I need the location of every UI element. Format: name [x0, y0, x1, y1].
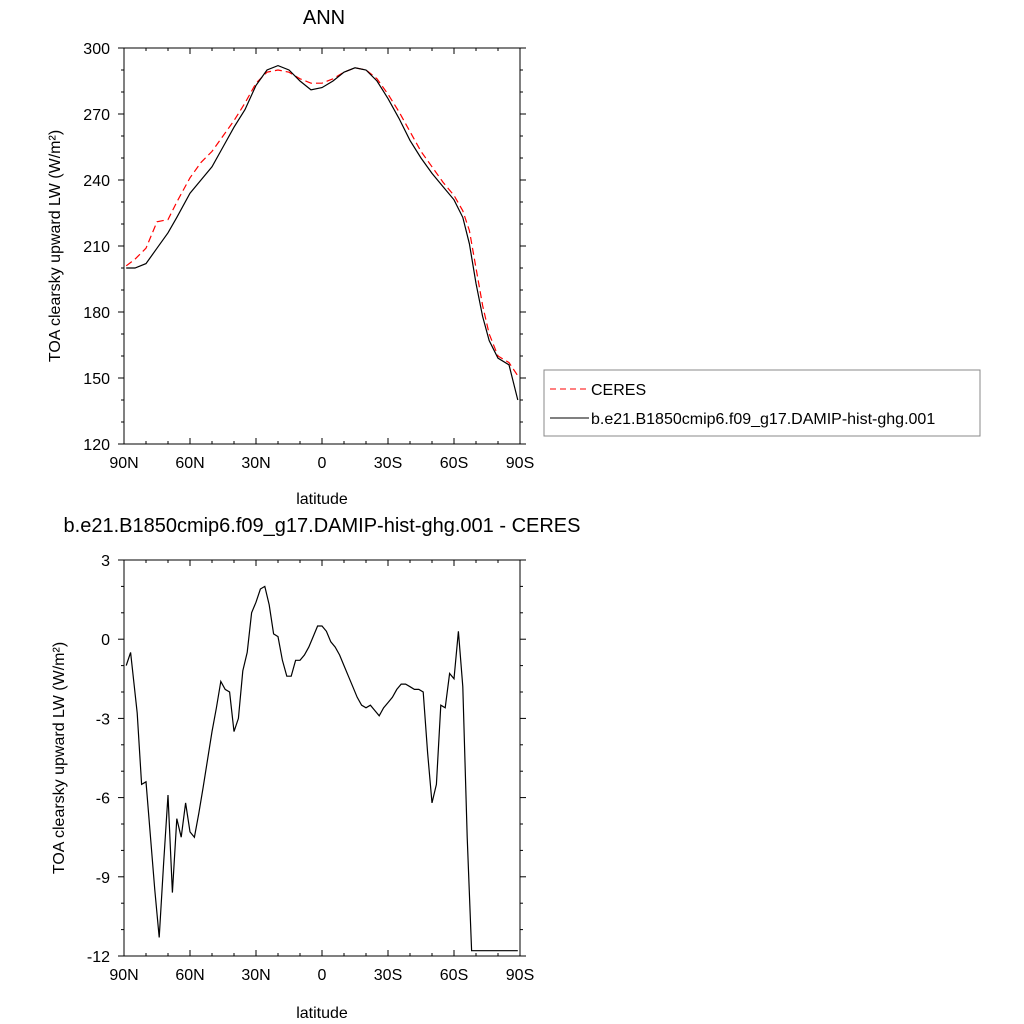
top-series-line-0 — [125, 67, 519, 377]
bottom-x-axis-label: latitude — [296, 1005, 348, 1022]
top-x-tick-label: 60N — [175, 455, 204, 472]
bottom-y-tick-label: -3 — [96, 711, 110, 728]
top-y-tick-label: 270 — [83, 107, 110, 124]
top-chart-title: ANN — [303, 7, 345, 29]
bottom-series-line-0 — [125, 585, 518, 952]
bottom-x-tick-label: 30S — [374, 967, 402, 984]
bottom-x-tick-label: 90N — [109, 967, 138, 984]
top-plot-frame — [123, 47, 521, 445]
bottom-x-tick-label: 60S — [440, 967, 468, 984]
top-y-axis-label: TOA clearsky upward LW (W/m²) — [47, 130, 64, 362]
top-series-line-1 — [126, 64, 519, 401]
bottom-x-tick-label: 0 — [318, 967, 327, 984]
top-panel: ANN 90N 60N 30N 0 30S 60S 90S 120 150 180 210 240 27… — [47, 7, 981, 508]
top-y-tick-label: 120 — [83, 437, 110, 454]
top-x-tick-label: 60S — [440, 455, 468, 472]
bottom-series-group — [125, 585, 518, 952]
top-y-tick-label: 300 — [83, 41, 110, 58]
bottom-chart-title: b.e21.B1850cmip6.f09_g17.DAMIP-hist-ghg.… — [64, 515, 581, 537]
top-y-tick-label: 180 — [83, 305, 110, 322]
bottom-y-axis-label: TOA clearsky upward LW (W/m²) — [51, 642, 68, 874]
legend-label-ceres: CERES — [591, 382, 646, 399]
top-x-tick-label: 30N — [241, 455, 270, 472]
legend-label-model: b.e21.B1850cmip6.f09_g17.DAMIP-hist-ghg.… — [591, 411, 935, 428]
legend: CERES b.e21.B1850cmip6.f09_g17.DAMIP-his… — [543, 369, 981, 437]
bottom-plot-frame — [123, 559, 521, 957]
bottom-y-tick-label: 3 — [101, 553, 110, 570]
top-axis-ticks: 90N 60N 30N 0 30S 60S 90S 120 150 180 210 240 270 300 — [83, 41, 534, 472]
bottom-x-tick-label: 90S — [506, 967, 534, 984]
top-y-tick-label: 210 — [83, 239, 110, 256]
top-x-tick-label: 90S — [506, 455, 534, 472]
bottom-y-tick-label: -9 — [96, 870, 110, 887]
bottom-x-tick-label: 60N — [175, 967, 204, 984]
top-x-tick-label: 90N — [109, 455, 138, 472]
top-x-axis-label: latitude — [296, 491, 348, 508]
bottom-y-tick-label: 0 — [101, 632, 110, 649]
bottom-y-tick-label: -12 — [87, 949, 110, 966]
bottom-x-tick-label: 30N — [241, 967, 270, 984]
bottom-axis-ticks: 90N 60N 30N 0 30S 60S 90S -12 -9 -6 -3 0 3 — [87, 553, 534, 984]
top-series-group — [125, 64, 519, 401]
top-x-tick-label: 0 — [318, 455, 327, 472]
legend-box — [543, 369, 981, 437]
bottom-y-tick-label: -6 — [96, 791, 110, 808]
top-y-tick-label: 240 — [83, 173, 110, 190]
bottom-panel: b.e21.B1850cmip6.f09_g17.DAMIP-hist-ghg.… — [51, 515, 580, 1022]
top-y-tick-label: 150 — [83, 371, 110, 388]
top-x-tick-label: 30S — [374, 455, 402, 472]
